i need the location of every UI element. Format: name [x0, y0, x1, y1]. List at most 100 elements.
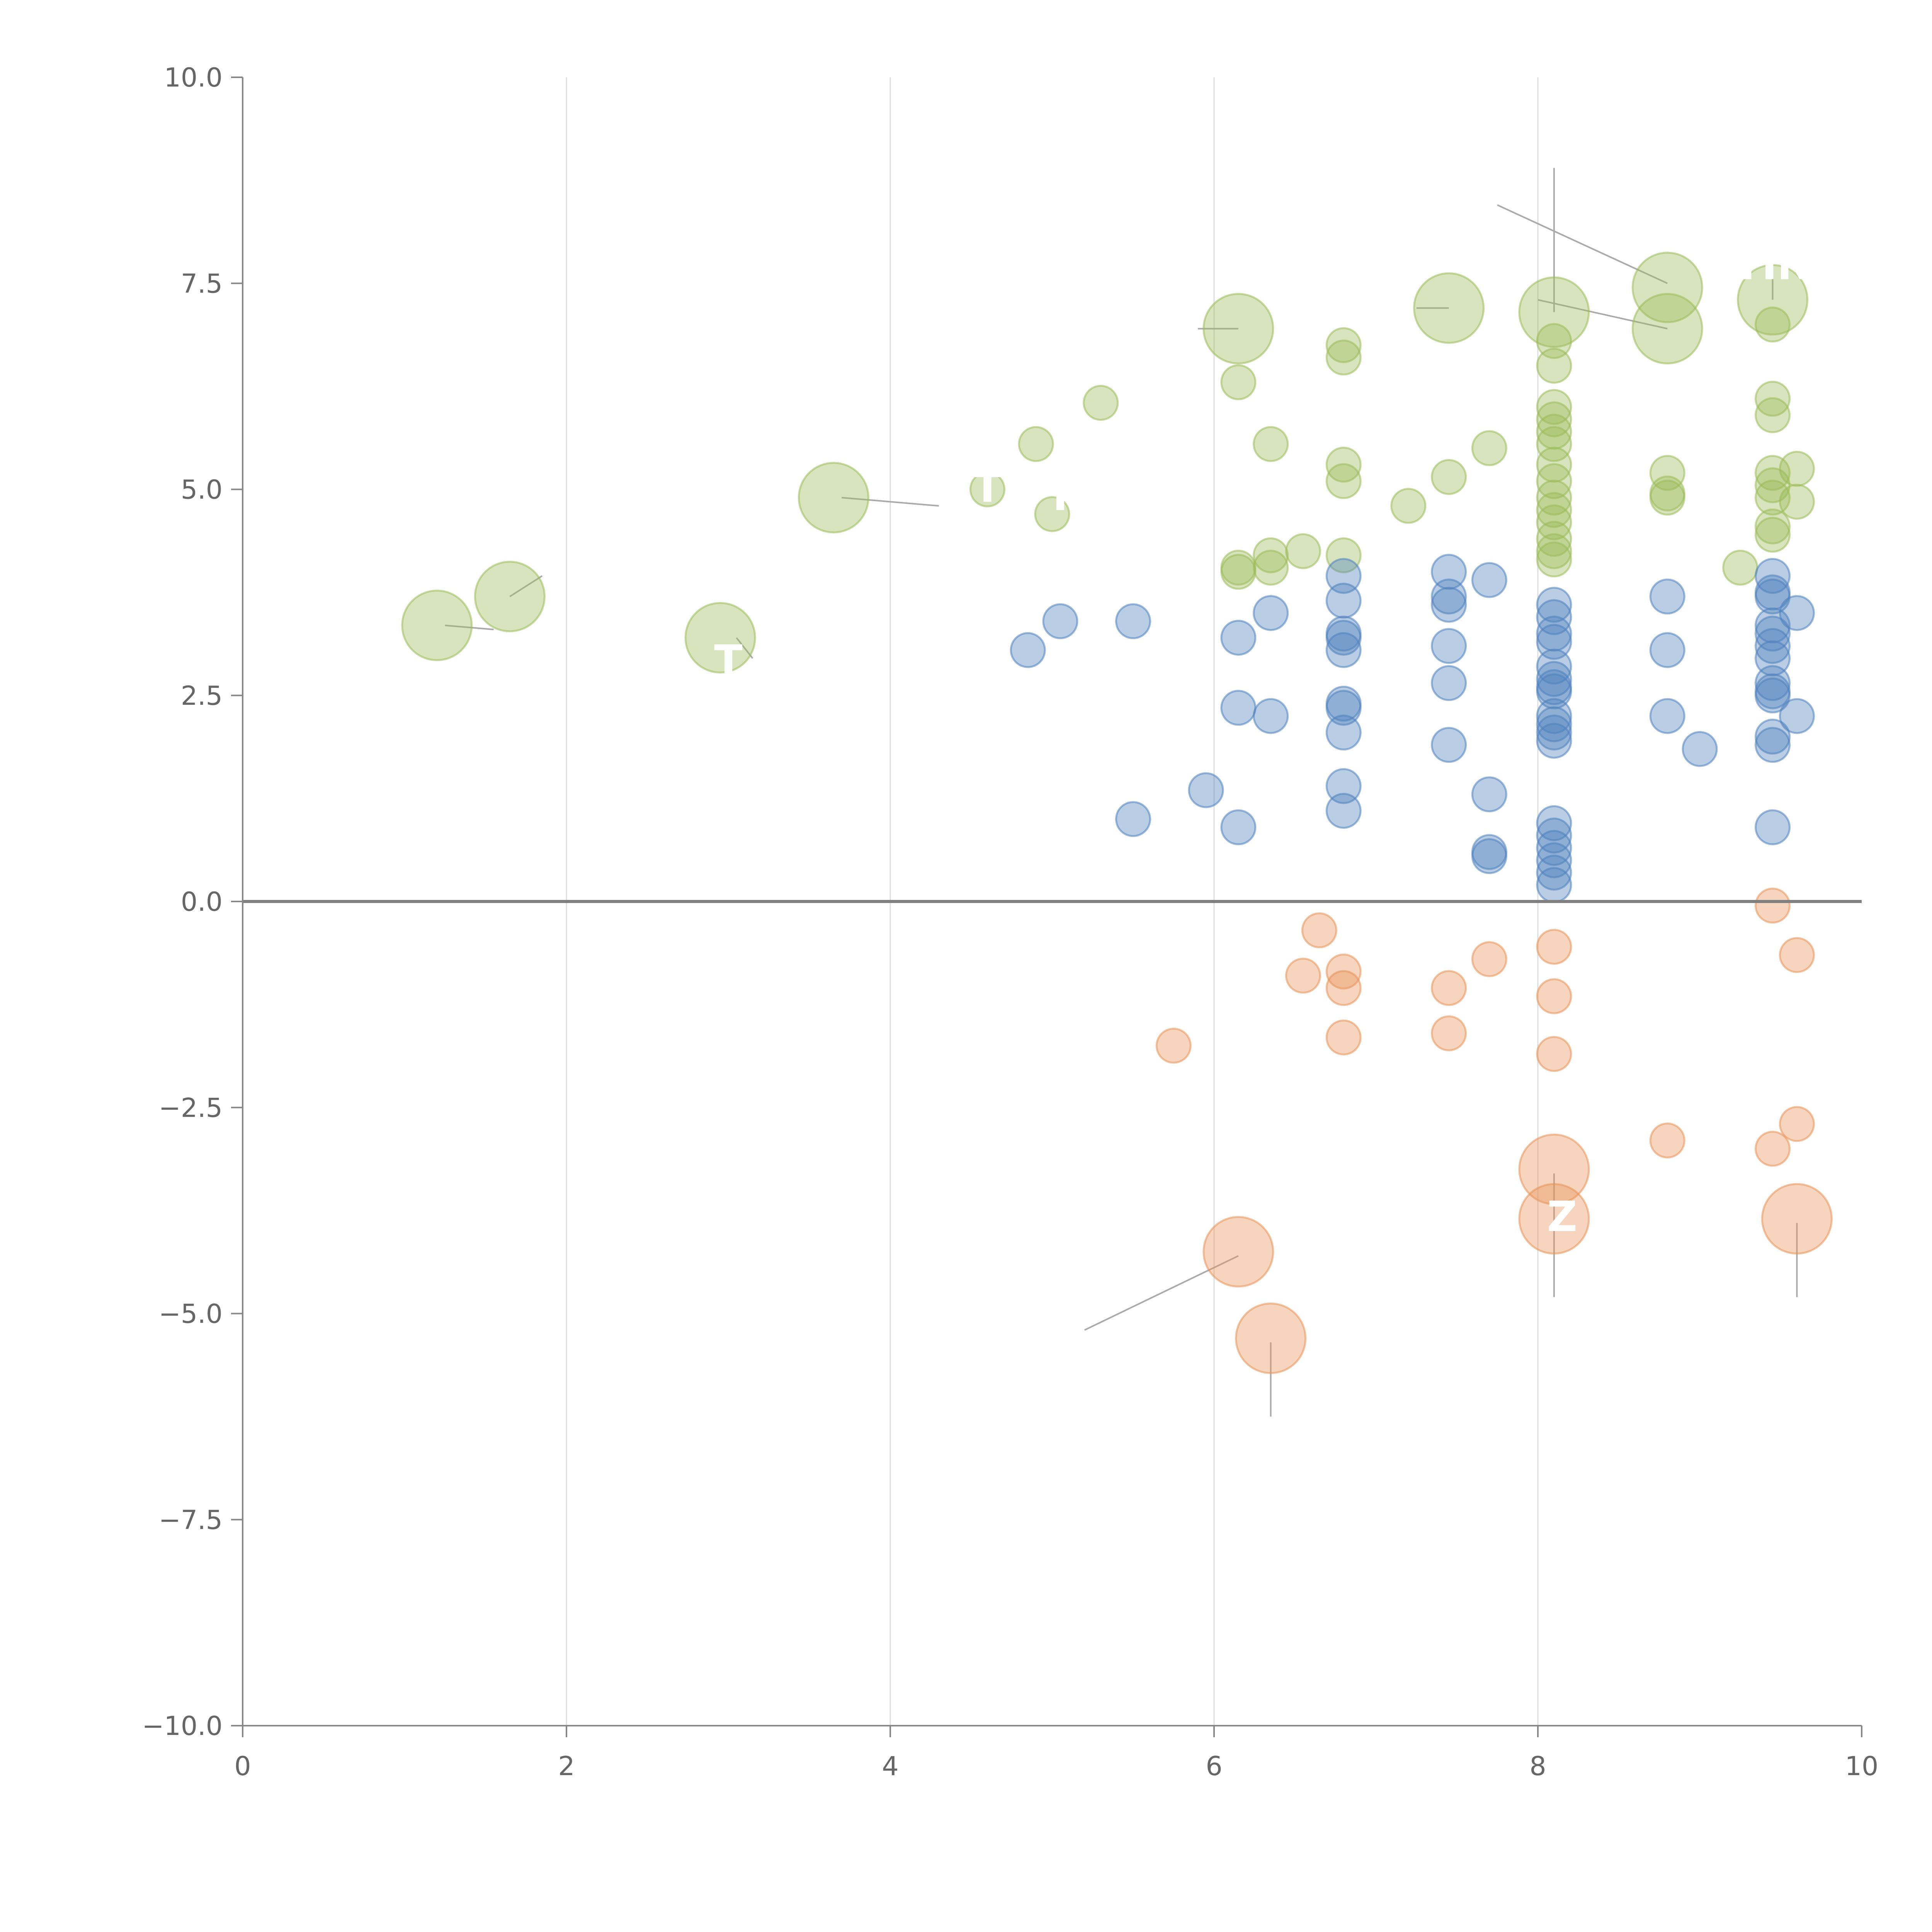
green-bubble [1253, 549, 1289, 586]
blue-bubble [1755, 727, 1791, 763]
y-tick-label: −7.5 [159, 1505, 223, 1536]
blue-bubble [1755, 665, 1791, 701]
green-bubble [1018, 426, 1054, 462]
blue-bubble [1253, 595, 1289, 631]
orange-bubble [1235, 1302, 1307, 1374]
green-bubble [1755, 508, 1791, 544]
blue-bubble [1325, 768, 1362, 804]
y-tick-label: 7.5 [181, 269, 223, 299]
blue-bubble [1755, 718, 1791, 755]
orange-bubble [1301, 912, 1337, 949]
green-bubble [1034, 496, 1070, 532]
green-bubble [1325, 463, 1362, 499]
leader-line [509, 575, 543, 597]
blue-bubble [1188, 772, 1224, 808]
blue-bubble [1536, 624, 1572, 660]
green-bubble [1325, 339, 1362, 376]
x-tick-label: 8 [1529, 1751, 1546, 1782]
blue-bubble [1471, 776, 1507, 813]
x-tick-label: 2 [558, 1751, 575, 1782]
bubble-data-label: T [973, 463, 1002, 512]
blue-bubble [1431, 587, 1467, 623]
blue-bubble [1220, 619, 1257, 656]
blue-bubble [1431, 727, 1467, 763]
green-bubble [1202, 293, 1274, 365]
green-bubble [1722, 549, 1759, 586]
green-bubble [1083, 385, 1119, 421]
green-bubble [1631, 252, 1703, 323]
orange-bubble [1202, 1216, 1274, 1288]
axis-layer: 10.0 7.5 5.0 2.5 0.0 −2.5 −5.0 −7.5 −10.0 0 2 4 6 8 10 [142, 63, 1879, 1782]
orange-bubble [1518, 1183, 1590, 1255]
green-bubble [1536, 401, 1572, 437]
green-bubble [1536, 541, 1572, 578]
green-bubble [1220, 554, 1257, 590]
orange-bubble [1649, 1122, 1685, 1159]
blue-bubble [1536, 673, 1572, 709]
y-tick-label: 5.0 [181, 475, 223, 505]
blue-bubble [1220, 690, 1257, 726]
green-bubble [1536, 426, 1572, 462]
green-bubble [1737, 264, 1809, 336]
y-tick-label: 0.0 [181, 887, 223, 917]
blue-bubble [1325, 582, 1362, 619]
x-tick-label: 6 [1206, 1751, 1222, 1782]
blue-bubble [1536, 587, 1572, 623]
blue-bubble [1115, 801, 1151, 837]
bubble-data-label: TIN [1733, 241, 1812, 289]
blue-bubble [1649, 632, 1685, 668]
blue-bubble [1536, 867, 1572, 903]
blue-bubble [1471, 562, 1507, 598]
green-bubble [1325, 537, 1362, 573]
blue-bubble [1682, 731, 1718, 767]
blue-bubble [1755, 628, 1791, 664]
orange-bubble [1779, 1106, 1815, 1142]
blue-bubble [1325, 558, 1362, 594]
orange-bubble [1431, 1015, 1467, 1051]
orange-bubble [1755, 1131, 1791, 1167]
y-tick-label: −5.0 [159, 1299, 223, 1330]
leader-line [1084, 1255, 1239, 1331]
orange-bubble [1779, 937, 1815, 973]
green-bubble [1755, 306, 1791, 343]
blue-bubble [1536, 830, 1572, 866]
green-bubble [1285, 533, 1321, 569]
green-bubble [1631, 293, 1703, 365]
blue-bubble [1536, 805, 1572, 841]
blue-bubble [1536, 661, 1572, 697]
blue-bubble [1010, 632, 1046, 668]
blue-bubble [1536, 648, 1572, 685]
blue-bubble [1325, 632, 1362, 668]
green-bubble [1518, 276, 1590, 348]
x-tick-label: 10 [1845, 1751, 1879, 1782]
blue-bubble [1325, 714, 1362, 751]
y-tick-label: −10.0 [142, 1711, 223, 1742]
blue-bubble [1536, 723, 1572, 759]
bubble-data-label: Z [1547, 1193, 1577, 1241]
green-bubble [1536, 520, 1572, 557]
green-bubble [1779, 483, 1815, 520]
green-bubble [1413, 272, 1485, 344]
green-bubble [1325, 327, 1362, 363]
green-bubble [1471, 430, 1507, 466]
leader-line [842, 497, 939, 507]
green-bubble [1755, 397, 1791, 434]
blue-bubble [1779, 698, 1815, 734]
blue-bubble [1115, 603, 1151, 639]
leader-line [1497, 204, 1668, 284]
blue-bubble [1755, 640, 1791, 677]
blue-bubble [1536, 714, 1572, 751]
orange-bubble [1518, 1133, 1590, 1205]
green-bubble [684, 602, 756, 673]
blue-bubble [1471, 838, 1507, 874]
orange-bubble [1755, 888, 1791, 924]
blue-bubble [1325, 793, 1362, 829]
bubble-data-label: T [1046, 472, 1075, 520]
blue-bubble [1220, 809, 1257, 845]
green-bubble [1779, 451, 1815, 487]
green-bubble [1536, 533, 1572, 569]
blue-bubble [1431, 628, 1467, 664]
green-bubble [969, 471, 1005, 507]
green-bubble [1649, 455, 1685, 491]
